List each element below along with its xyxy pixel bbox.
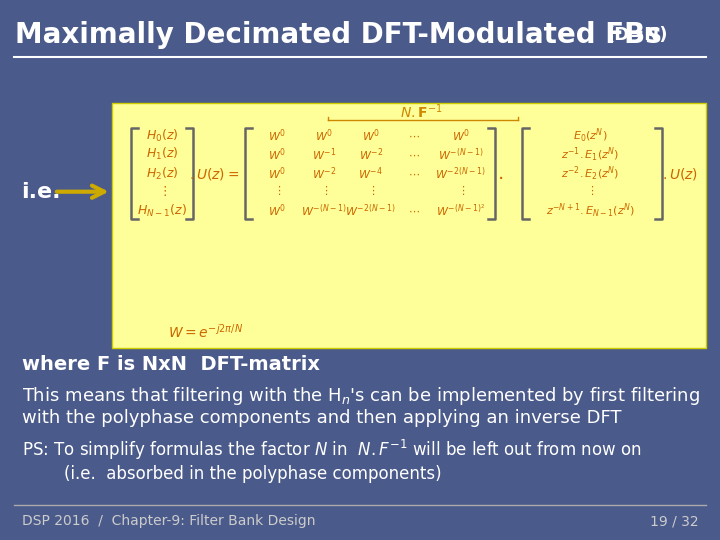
Text: $W^{-2}$: $W^{-2}$ [359,146,383,163]
Text: $W^0$: $W^0$ [268,202,287,219]
Text: $W^{-2}$: $W^{-2}$ [312,166,336,182]
Text: This means that filtering with the H$_n$'s can be implemented by first filtering: This means that filtering with the H$_n$… [22,384,700,428]
Bar [112,103,706,348]
Text: $E_0(z^N)$: $E_0(z^N)$ [573,127,608,145]
Text: $W^{-2(N-1)}$: $W^{-2(N-1)}$ [346,202,396,219]
Text: $H_2(z)$: $H_2(z)$ [145,166,179,182]
Text: $W^{-(N-1)^2}$: $W^{-(N-1)^2}$ [436,203,485,218]
Text: $W^{-2(N-1)}$: $W^{-2(N-1)}$ [436,166,486,182]
Text: where F is NxN  DFT-matrix: where F is NxN DFT-matrix [22,355,320,374]
Text: $\cdots$: $\cdots$ [408,150,420,159]
Text: $W^0$: $W^0$ [361,128,380,144]
Text: $H_0(z)$: $H_0(z)$ [145,128,179,144]
Text: $W^0$: $W^0$ [315,128,333,144]
Text: $\vdots$: $\vdots$ [366,184,375,197]
Text: $W^{-(N-1)}$: $W^{-(N-1)}$ [301,202,347,219]
Text: $W^{-1}$: $W^{-1}$ [312,146,336,163]
Text: $z^{-2}.E_2(z^N)$: $z^{-2}.E_2(z^N)$ [561,165,620,183]
Text: (D=N): (D=N) [606,26,667,44]
Text: $\vdots$: $\vdots$ [273,184,282,197]
Text: $\cdots$: $\cdots$ [408,206,420,215]
Text: $.$: $.$ [498,164,503,184]
Text: $\cdots$: $\cdots$ [408,131,420,141]
Text: Maximally Decimated DFT-Modulated FBs: Maximally Decimated DFT-Modulated FBs [15,21,662,49]
Text: $H_1(z)$: $H_1(z)$ [145,146,179,163]
Text: 19 / 32: 19 / 32 [649,514,698,528]
Text: $W^0$: $W^0$ [451,128,470,144]
Text: $W^{-(N-1)}$: $W^{-(N-1)}$ [438,146,484,163]
Text: $z^{-1}.E_1(z^N)$: $z^{-1}.E_1(z^N)$ [561,145,620,164]
Text: $z^{-N+1}.E_{N-1}(z^N)$: $z^{-N+1}.E_{N-1}(z^N)$ [546,201,635,220]
Text: $\vdots$: $\vdots$ [456,184,465,197]
Text: PS: To simplify formulas the factor $N$ in  $N.F^{-1}$ will be left out from now: PS: To simplify formulas the factor $N$ … [22,437,641,483]
Text: $.U(z) =$: $.U(z) =$ [189,166,240,182]
Text: $N.\mathbf{F}^{-1}$: $N.\mathbf{F}^{-1}$ [400,103,443,121]
Text: $W^0$: $W^0$ [268,128,287,144]
Text: $\vdots$: $\vdots$ [158,184,166,198]
Text: $\vdots$: $\vdots$ [320,184,328,197]
Text: $.U(z)$: $.U(z)$ [662,166,698,182]
Text: $W^0$: $W^0$ [268,146,287,163]
Text: DSP 2016  /  Chapter-9: Filter Bank Design: DSP 2016 / Chapter-9: Filter Bank Design [22,514,315,528]
Text: $W^0$: $W^0$ [268,166,287,182]
Text: $W = e^{-j2\pi/N}$: $W = e^{-j2\pi/N}$ [168,323,243,341]
Text: $\vdots$: $\vdots$ [586,184,595,197]
Text: $\cdots$: $\cdots$ [408,169,420,179]
Text: $W^{-4}$: $W^{-4}$ [359,166,383,182]
Text: i.e.: i.e. [22,181,61,202]
Text: $H_{N-1}(z)$: $H_{N-1}(z)$ [137,202,187,219]
